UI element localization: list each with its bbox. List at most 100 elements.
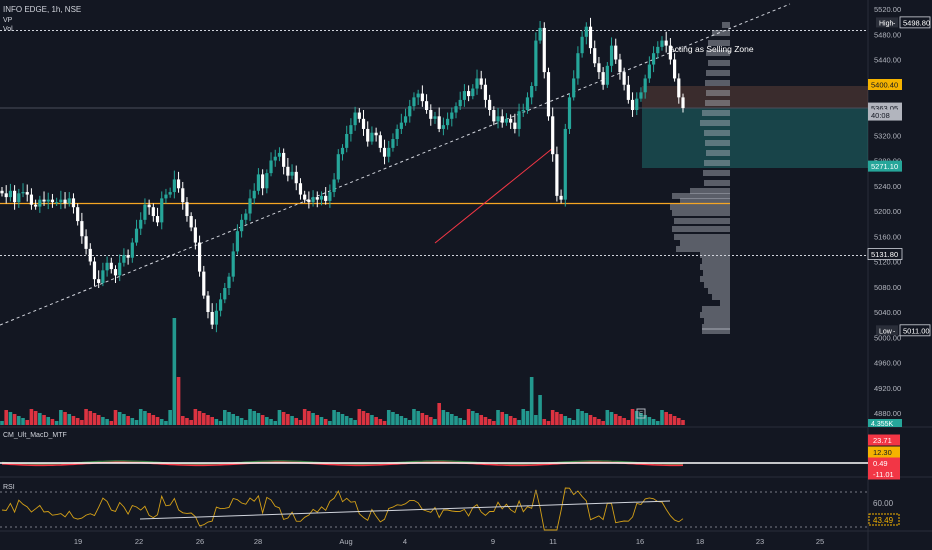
candle-body [109,262,113,270]
demand-zone-box[interactable] [642,108,868,168]
candle-body [622,72,626,85]
candle-body [319,195,324,200]
candle-body [303,194,307,200]
volume-bar [244,420,248,425]
time-axis[interactable]: 19 22 26 28 Aug 4 9 11 16 18 23 25 [74,537,824,546]
candle-body [168,192,172,195]
volume-bar [71,416,76,425]
volume-bar [336,412,341,425]
volume-bar [113,410,118,425]
candle-body [403,116,408,123]
time-axis-label: 19 [74,537,82,546]
volume-profile-bar [712,30,730,36]
volume-bar [315,415,320,425]
price-label-badge [868,102,902,114]
candle-body [256,174,261,191]
macd-value-text: -11.01 [873,470,894,479]
volume-bar [626,420,631,425]
candlestick-series[interactable] [0,17,685,333]
candle-body [193,227,197,243]
candle-body [454,106,458,113]
candle-body [677,78,681,98]
candle-body [618,59,622,73]
candle-body [361,118,366,129]
candle-body [647,64,651,79]
candle-body [664,40,668,46]
macd-value-text: 12.30 [873,448,892,457]
candle-body [311,197,315,203]
volume-bar [248,409,252,425]
volume-bar [4,410,9,425]
candle-body [370,132,374,142]
price-tick-label: 5200.00 [874,207,901,216]
price-label-dash: - [893,328,896,335]
volume-bar [563,416,568,425]
ascending-trendline[interactable] [0,3,791,326]
indicator-vol-label[interactable]: Vol [3,26,13,33]
candle-body [38,199,42,207]
candle-body [382,147,387,157]
volume-bar [0,421,4,425]
candle-body [244,213,248,220]
volume-bar [668,414,673,425]
price-label-badge [868,109,902,121]
candle-body [143,204,147,220]
selling-zone-box[interactable] [642,86,868,108]
volume-bar [664,412,668,425]
volume-bar [29,409,34,425]
volume-bar [546,421,551,425]
candle-body [101,270,105,283]
volume-bar [571,420,576,425]
candle-body [63,199,67,204]
volume-bar [231,414,236,425]
volume-bar [63,412,67,425]
macd-value-badge [868,457,900,469]
red-trendline[interactable] [434,147,554,244]
volume-bar [651,419,656,425]
candle-body [218,299,223,311]
candle-body [378,135,382,148]
volume-bar [622,418,626,425]
volume-bar [340,414,345,425]
candle-body [437,116,441,129]
price-axis[interactable]: 5520.005480.005440.005400.005360.005320.… [874,5,901,418]
volume-bar [462,420,467,425]
macd-title[interactable]: CM_Ult_MacD_MTF [3,432,67,439]
selling-zone-annotation[interactable]: Acting as Selling Zone [669,44,754,54]
candle-body [67,198,71,204]
candle-body [80,221,84,237]
candle-body [282,152,286,167]
event-flag-icon[interactable] [636,408,646,419]
volume-profile-bar [700,312,730,318]
volume-bar [8,412,13,425]
volume-bar [407,420,412,425]
macd-value-badge [868,446,900,458]
volume-profile-bar [708,288,730,294]
candle-body [202,271,206,296]
volume-bar [126,416,130,425]
candle-body [17,193,21,203]
volume-profile-bar [676,246,730,252]
volume-bar [75,418,80,425]
candle-body [151,207,155,217]
rsi-title[interactable]: RSI [3,484,15,491]
volume-profile-bar [722,22,730,28]
volume-bar [328,421,332,425]
candle-body [576,53,580,79]
volume-profile-bar [712,294,730,300]
price-label-prefix: Low [879,328,893,335]
volume-profile-bar [708,40,730,46]
price-label-prefix: High [879,20,894,27]
volume-bar [222,410,227,425]
price-tick-label: 5080.00 [874,283,901,292]
volume-bar [33,411,38,425]
volume-bar [592,417,597,425]
candle-body [471,88,475,97]
macd-value-text: 0.49 [873,459,888,468]
rsi-trendline[interactable] [139,500,671,520]
indicator-vp-label[interactable]: VP [3,17,13,24]
candle-body [261,174,265,189]
volume-profile-bar [706,90,730,96]
time-axis-label: 22 [135,537,143,546]
